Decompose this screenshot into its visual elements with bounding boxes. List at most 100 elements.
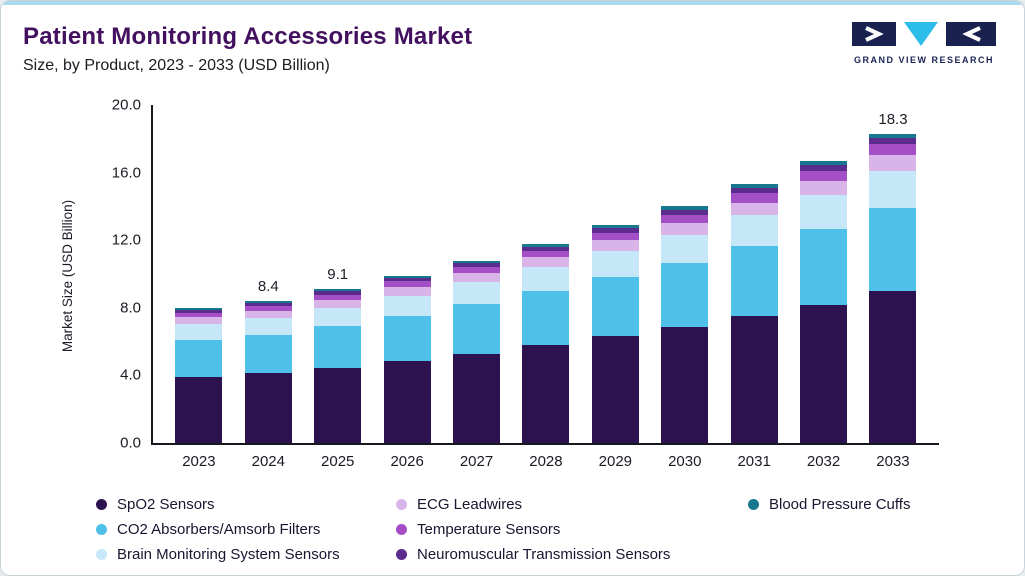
bar-2024: 2024 8.4 [244,105,292,470]
x-tick-label: 2028 [529,453,563,470]
segment-brain-monitoring-system-sensors [175,324,223,341]
page-title: Patient Monitoring Accessories Market [23,23,473,50]
y-tick-label: 16.0 [111,164,141,182]
bar-2026: 2026 [383,105,431,470]
logo-caption: GRAND VIEW RESEARCH [853,55,994,65]
y-axis-title: Market Size (USD Billion) [60,199,75,353]
segment-temperature-sensors [591,232,639,241]
segment-neuromuscular-transmission-sensors [869,138,917,145]
segment-blood-pressure-cuffs [175,307,223,310]
bar-2033: 2033 18.3 [869,105,917,470]
bar-2032: 2032 [800,105,848,470]
x-tick-label: 2029 [598,453,633,470]
legend-item-blood-pressure-cuffs: Blood Pressure Cuffs [748,496,1004,513]
bar-stack [453,105,501,443]
legend-spacer [748,521,1004,538]
legend-dot-icon [396,549,407,560]
bar-stack [175,105,223,443]
segment-temperature-sensors [730,193,778,203]
bar-2025: 2025 9.1 [314,105,362,470]
segment-temperature-sensors [522,250,570,258]
segment-ecg-leadwires [314,299,362,308]
legend: SpO2 Sensors ECG Leadwires Blood Pressure … [96,496,1004,563]
bar-stack [244,105,292,443]
segment-neuromuscular-transmission-sensors [383,278,431,282]
bar-value-label: 18.3 [878,110,908,128]
segment-neuromuscular-transmission-sensors [522,246,570,251]
segment-spo2-sensors [522,345,570,443]
segment-blood-pressure-cuffs [244,301,292,304]
segment-neuromuscular-transmission-sensors [800,165,848,171]
segment-neuromuscular-transmission-sensors [453,263,501,267]
y-tick-label: 0.0 [120,434,141,452]
legend-item-spo2-sensors: SpO2 Sensors [96,496,396,513]
x-tick-label: 2031 [737,453,771,470]
bar-stack [730,105,778,443]
legend-dot-icon [748,499,759,510]
segment-blood-pressure-cuffs [314,289,362,292]
segment-brain-monitoring-system-sensors [522,267,570,292]
top-accent-line [1,1,1024,5]
segment-spo2-sensors [453,353,501,443]
segment-brain-monitoring-system-sensors [383,295,431,316]
segment-ecg-leadwires [591,240,639,252]
segment-co2-absorbers-amsorb-filters [383,315,431,362]
segment-blood-pressure-cuffs [383,275,431,279]
segment-temperature-sensors [869,144,917,156]
x-tick-label: 2032 [806,453,841,470]
legend-label: CO2 Absorbers/Amsorb Filters [117,521,321,538]
segment-co2-absorbers-amsorb-filters [175,340,223,377]
legend-label: ECG Leadwires [417,496,523,513]
segment-brain-monitoring-system-sensors [591,251,639,278]
segment-spo2-sensors [591,336,639,443]
segment-temperature-sensors [314,294,362,300]
segment-co2-absorbers-amsorb-filters [800,228,848,305]
y-tick-label: 8.0 [120,299,141,317]
segment-spo2-sensors [661,327,709,443]
x-tick-label: 2033 [876,453,910,470]
x-tick-label: 2027 [459,453,494,470]
legend-dot-icon [396,524,407,535]
segment-co2-absorbers-amsorb-filters [522,291,570,346]
x-tick-label: 2030 [668,453,702,470]
legend-item-ecg-leadwires: ECG Leadwires [396,496,748,513]
plot-area: 0.0 4.0 8.0 12.0 16.0 20.0 2023 2024 8.4 2025 9.1… [112,97,939,470]
segment-neuromuscular-transmission-sensors [730,188,778,194]
segment-temperature-sensors [453,266,501,274]
bar-stack [661,105,709,443]
bar-2029: 2029 [591,105,639,470]
segment-spo2-sensors [314,367,362,443]
segment-neuromuscular-transmission-sensors [175,309,223,313]
bar-value-label: 8.4 [257,278,279,296]
bars-container: 2023 2024 8.4 2025 9.1 2026 2027 2028 2029 2030 20… [153,105,939,470]
segment-brain-monitoring-system-sensors [661,234,709,264]
y-tick-label: 12.0 [111,231,141,249]
bar-stack [800,105,848,443]
legend-dot-icon [396,499,407,510]
page-subtitle: Size, by Product, 2023 - 2033 (USD Billi… [23,57,330,74]
legend-spacer [748,546,1004,563]
segment-co2-absorbers-amsorb-filters [244,335,292,374]
segment-neuromuscular-transmission-sensors [314,291,362,295]
legend-dot-icon [96,549,107,560]
segment-brain-monitoring-system-sensors [244,317,292,336]
segment-spo2-sensors [800,304,848,443]
segment-brain-monitoring-system-sensors [730,215,778,247]
bar-value-label: 9.1 [327,266,349,284]
segment-brain-monitoring-system-sensors [314,307,362,327]
segment-ecg-leadwires [175,317,223,325]
segment-co2-absorbers-amsorb-filters [453,304,501,354]
legend-label: Blood Pressure Cuffs [769,496,911,513]
segment-temperature-sensors [800,170,848,181]
x-tick-label: 2025 [321,453,355,470]
legend-dot-icon [96,524,107,535]
legend-label: Temperature Sensors [417,521,561,538]
segment-brain-monitoring-system-sensors [869,170,917,208]
segment-co2-absorbers-amsorb-filters [591,277,639,337]
segment-temperature-sensors [244,305,292,311]
segment-ecg-leadwires [800,180,848,195]
segment-blood-pressure-cuffs [730,184,778,189]
gvr-logo-icon [852,22,996,46]
bar-stack [383,105,431,443]
segment-spo2-sensors [244,373,292,443]
